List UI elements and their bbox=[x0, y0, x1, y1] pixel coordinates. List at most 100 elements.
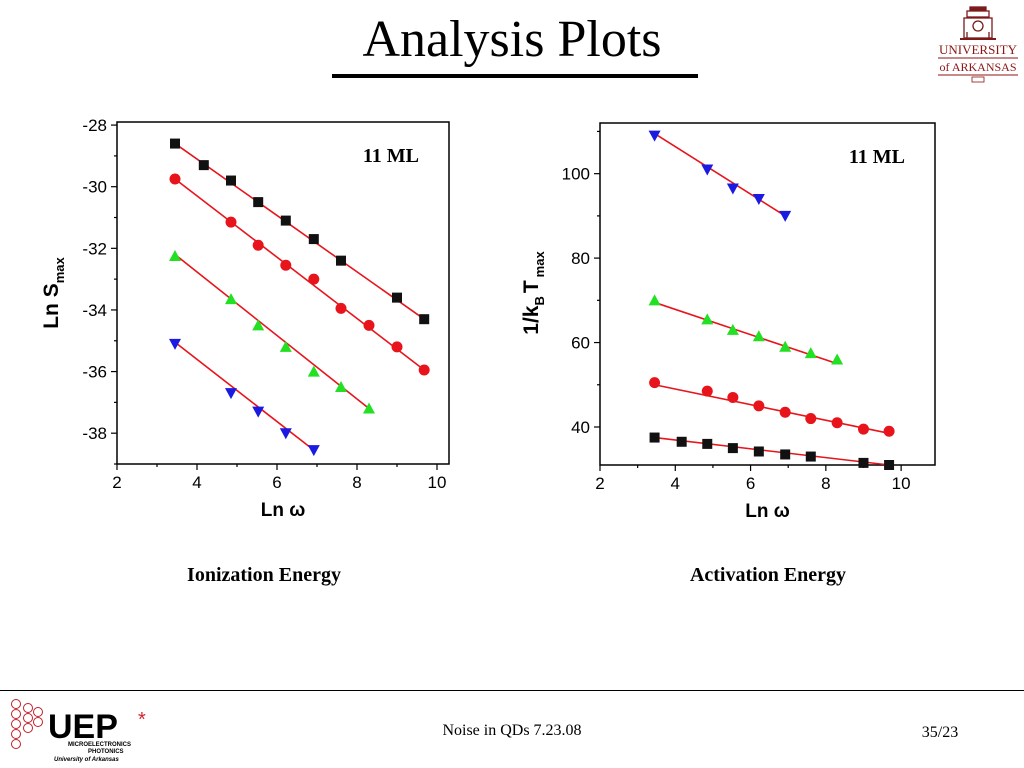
binary-digit-circle bbox=[11, 739, 21, 749]
right-data-point bbox=[753, 446, 764, 457]
right-data-point bbox=[779, 340, 792, 352]
right-data-point bbox=[779, 406, 791, 418]
right-data-point bbox=[726, 183, 739, 195]
right-x-tick-label: 8 bbox=[821, 474, 830, 493]
left-x-tick-label: 4 bbox=[192, 473, 201, 492]
left-series-3 bbox=[169, 338, 320, 457]
left-data-point bbox=[226, 175, 236, 186]
left-data-point bbox=[225, 293, 237, 305]
right-x-tick-label: 2 bbox=[595, 474, 604, 493]
left-data-point bbox=[307, 445, 320, 457]
right-data-point bbox=[780, 449, 791, 460]
left-data-point bbox=[418, 364, 430, 376]
university-logo: UNIVERSITY of ARKANSAS bbox=[938, 6, 1018, 83]
left-plot-frame bbox=[116, 121, 450, 465]
title-underline bbox=[332, 74, 698, 78]
page-number: 35/23 bbox=[921, 724, 959, 741]
right-series-0 bbox=[648, 130, 792, 222]
footer-text: Noise in QDs 7.23.08 bbox=[442, 722, 582, 739]
right-data-point bbox=[649, 377, 661, 389]
left-series-2 bbox=[169, 250, 375, 414]
left-data-point bbox=[308, 273, 320, 285]
left-y-axis-label: Ln Smax bbox=[40, 256, 67, 328]
right-data-point bbox=[752, 194, 765, 205]
left-data-point bbox=[169, 338, 181, 350]
left-y-tick-label: -28 bbox=[82, 116, 107, 135]
right-y-label-main: 1/k bbox=[520, 305, 543, 335]
footer-divider bbox=[0, 690, 1024, 691]
right-y-axis-label: 1/kBTmax bbox=[520, 251, 547, 335]
right-series-3 bbox=[649, 432, 895, 470]
right-x-tick-label: 6 bbox=[746, 474, 755, 493]
left-y-tick-label: -36 bbox=[82, 363, 107, 382]
left-data-point bbox=[170, 138, 180, 149]
left-data-point bbox=[225, 388, 237, 400]
right-x-axis-label: Ln ω bbox=[745, 501, 790, 522]
right-y-tick-label: 60 bbox=[571, 334, 590, 353]
left-fit-line bbox=[174, 178, 425, 371]
left-data-point bbox=[336, 255, 346, 266]
binary-digit-circle bbox=[11, 699, 21, 709]
right-y-tick-label: 80 bbox=[571, 249, 590, 268]
right-series-2 bbox=[649, 377, 895, 437]
binary-digit-circle bbox=[33, 717, 43, 727]
right-data-point bbox=[805, 451, 816, 462]
right-data-point bbox=[676, 436, 687, 447]
left-y-tick-label: -38 bbox=[82, 424, 107, 443]
left-data-point bbox=[391, 341, 403, 353]
right-y-label-sub2: max bbox=[532, 251, 547, 278]
slide-title: Analysis Plots bbox=[362, 11, 662, 68]
right-plot-frame bbox=[599, 122, 936, 466]
right-fit-line bbox=[654, 436, 890, 466]
right-y-label-sub: B bbox=[532, 296, 547, 305]
binary-digit-circle bbox=[11, 719, 21, 729]
right-data-point bbox=[884, 460, 895, 470]
right-data-point bbox=[701, 313, 714, 325]
left-data-point bbox=[279, 340, 292, 352]
university-logo-line2: of ARKANSAS bbox=[939, 60, 1016, 74]
left-y-label-sub: max bbox=[52, 256, 67, 283]
right-annotation: 11 ML bbox=[849, 146, 905, 168]
right-y-tick-label: 40 bbox=[571, 418, 590, 437]
binary-digit-circle bbox=[11, 729, 21, 739]
left-fit-line bbox=[174, 253, 370, 410]
right-data-point bbox=[858, 457, 869, 468]
left-data-point bbox=[419, 314, 430, 325]
right-data-point bbox=[804, 347, 817, 359]
left-data-point bbox=[253, 197, 264, 208]
left-data-point bbox=[252, 406, 265, 418]
uep-logo-sub1: MICROELECTRONICS bbox=[68, 742, 131, 748]
right-fit-line bbox=[654, 301, 838, 365]
right-data-point bbox=[648, 294, 661, 306]
right-data-point bbox=[831, 417, 843, 429]
right-data-point bbox=[701, 385, 713, 397]
right-x-tick-label: 10 bbox=[892, 474, 911, 493]
right-data-point bbox=[805, 413, 817, 425]
right-data-point bbox=[752, 330, 765, 342]
left-y-label-main: Ln S bbox=[40, 283, 63, 329]
left-data-point bbox=[308, 234, 319, 245]
right-fit-line bbox=[654, 383, 890, 435]
right-y-tick-label: 100 bbox=[562, 165, 590, 184]
left-data-point bbox=[280, 215, 291, 226]
binary-digit-circle bbox=[33, 707, 43, 717]
left-data-point bbox=[225, 216, 237, 228]
right-data-point bbox=[883, 425, 895, 437]
left-x-axis-label: Ln ω bbox=[261, 500, 306, 521]
left-x-tick-label: 2 bbox=[112, 473, 121, 492]
binary-digit-circle bbox=[23, 723, 33, 733]
left-data-point bbox=[198, 160, 209, 171]
left-fit-line bbox=[174, 341, 315, 451]
left-series-1 bbox=[169, 173, 430, 376]
right-data-point bbox=[831, 353, 844, 365]
left-y-tick-label: -30 bbox=[82, 178, 107, 197]
left-y-tick-label: -32 bbox=[82, 239, 107, 258]
left-x-tick-label: 10 bbox=[428, 473, 447, 492]
left-data-point bbox=[363, 402, 375, 414]
right-y-label-mid: T bbox=[520, 280, 543, 293]
left-fit-line bbox=[174, 142, 425, 320]
left-x-tick-label: 8 bbox=[352, 473, 361, 492]
left-y-tick-label: -34 bbox=[82, 301, 107, 320]
right-data-point bbox=[726, 323, 739, 335]
asterisk-icon: * bbox=[138, 709, 146, 731]
